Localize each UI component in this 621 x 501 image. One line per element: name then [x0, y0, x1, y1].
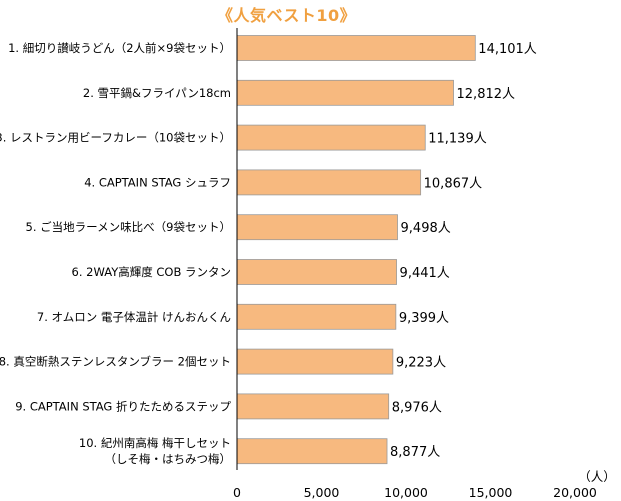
bar-2 [236, 79, 454, 106]
category-label-1: 1. 細切り讃岐うどん（2人前×9袋セット） [8, 41, 231, 55]
bar-1 [236, 35, 476, 61]
x-tick-label-4: 15,000 [469, 485, 513, 500]
category-labels-group: 1. 細切り讃岐うどん（2人前×9袋セット） 2. 雪平鍋&フライパン18cm 3.… [0, 41, 231, 466]
value-labels-group: 14,101人 12,812人 11,139人 10,867人 9,498人 9,441人… [390, 42, 537, 460]
value-label-6: 9,441人 [400, 266, 450, 281]
value-label-9: 8,976人 [392, 400, 442, 415]
value-label-10: 8,877人 [390, 445, 440, 460]
value-label-8: 9,223人 [396, 356, 446, 371]
value-label-1: 14,101人 [478, 42, 537, 57]
category-label-3: 3. レストラン用ビーフカレー（10袋セット） [0, 131, 231, 145]
category-label-6: 6. 2WAY高輝度 COB ランタン [72, 265, 231, 279]
category-label-2: 2. 雪平鍋&フライパン18cm [83, 86, 231, 100]
bars-group [236, 35, 476, 465]
x-tick-label-3: 10,000 [384, 485, 428, 500]
value-label-5: 9,498人 [401, 221, 451, 236]
x-axis-ticks-group: 0 5,000 10,000 15,000 20,000 [233, 485, 597, 500]
category-label-4: 4. CAPTAIN STAG シュラフ [84, 175, 231, 189]
x-tick-label-1: 0 [233, 485, 241, 500]
x-tick-label-2: 5,000 [304, 485, 340, 500]
bar-5 [236, 214, 398, 241]
category-label-10-line-1: 10. 紀州南高梅 梅干しセット [79, 436, 231, 450]
bar-4 [236, 169, 422, 196]
x-axis-unit-label: （人） [578, 469, 616, 484]
category-label-9: 9. CAPTAIN STAG 折りたためるステップ [15, 399, 231, 413]
category-label-5: 5. ご当地ラーメン味比べ（9袋セット） [26, 220, 231, 234]
value-label-7: 9,399人 [399, 311, 449, 326]
bar-3 [236, 124, 426, 151]
bar-9 [236, 393, 390, 420]
x-tick-label-5: 20,000 [553, 485, 597, 500]
value-label-3: 11,139人 [428, 132, 487, 147]
category-label-7: 7. オムロン 電子体温計 けんおんくん [37, 310, 231, 324]
bar-7 [236, 303, 397, 330]
category-label-10-line-2: （しそ梅・はちみつ梅） [105, 452, 232, 466]
bar-8 [236, 348, 394, 375]
bar-6 [236, 259, 397, 285]
value-label-4: 10,867人 [424, 176, 483, 191]
bar-10 [236, 438, 388, 465]
chart-title: 《人気ベスト10》 [217, 6, 357, 25]
value-label-2: 12,812人 [457, 87, 516, 102]
category-label-8: 8. 真空断熱ステンレスタンブラー 2個セット [0, 355, 231, 369]
